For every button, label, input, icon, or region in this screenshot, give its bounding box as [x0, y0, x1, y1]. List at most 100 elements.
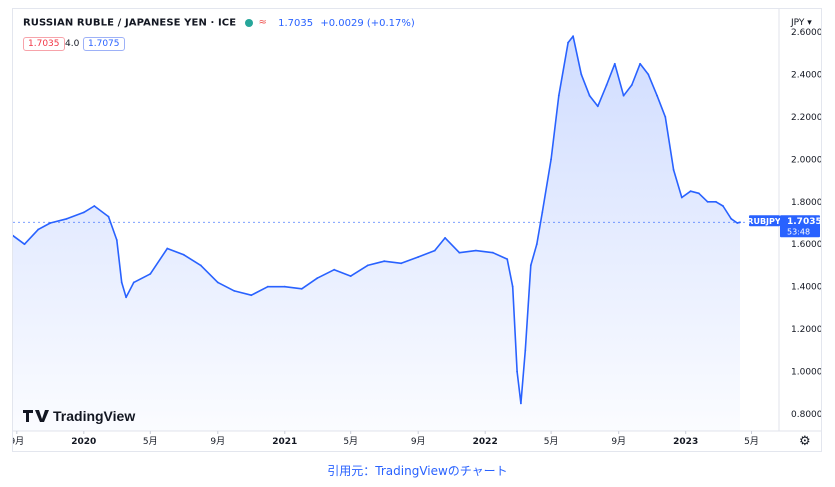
- data-point: [458, 251, 461, 254]
- x-tick-label: 5月: [143, 436, 158, 447]
- data-point: [383, 260, 386, 263]
- tradingview-logo[interactable]: TradingView: [23, 408, 135, 424]
- x-tick-label: 2023: [673, 437, 698, 447]
- data-point: [216, 281, 219, 284]
- data-point: [349, 275, 352, 277]
- data-point: [613, 62, 616, 65]
- data-point: [715, 200, 717, 203]
- data-point: [13, 234, 14, 237]
- data-point: [65, 217, 68, 220]
- data-point: [596, 105, 599, 108]
- data-point: [316, 277, 319, 280]
- currency-dropdown[interactable]: JPY ▾: [791, 18, 812, 28]
- settings-icon[interactable]: ⚙: [799, 434, 811, 449]
- data-point: [605, 84, 608, 86]
- data-point: [233, 290, 236, 292]
- data-point: [366, 264, 369, 267]
- data-point: [680, 196, 683, 199]
- image-caption: 引用元：TradingViewのチャート: [327, 464, 508, 478]
- data-point: [520, 402, 522, 405]
- symbol-title: RUSSIAN RUBLE / JAPANESE YEN · ICE: [23, 17, 237, 29]
- market-status-icon: [245, 18, 254, 27]
- data-point: [199, 264, 202, 267]
- data-point: [300, 287, 303, 290]
- data-point: [567, 41, 569, 44]
- data-point: [541, 211, 544, 214]
- tradingview-logo-text: TradingView: [53, 408, 135, 424]
- data-point: [333, 268, 336, 271]
- y-tick-label: 1.6000: [791, 240, 821, 250]
- x-tick-label: 5月: [343, 436, 358, 447]
- x-tick-label: 5月: [544, 436, 559, 447]
- bar-countdown: 53:48: [787, 227, 810, 236]
- price-area-fill: [13, 36, 740, 431]
- x-tick-label: 9月: [411, 436, 426, 447]
- data-point: [37, 228, 40, 231]
- data-point: [23, 243, 26, 246]
- y-tick-label: 2.6000: [791, 28, 821, 38]
- x-tick-label: 5月: [744, 436, 759, 447]
- data-point: [706, 200, 709, 203]
- data-point: [506, 258, 509, 260]
- price-change: +0.0029 (+0.17%): [320, 17, 415, 29]
- bid-price[interactable]: 1.7035: [23, 37, 65, 51]
- spread-value: 4.0: [65, 39, 80, 49]
- data-point: [588, 94, 591, 97]
- y-tick-label: 2.4000: [791, 70, 821, 80]
- data-point: [492, 251, 494, 254]
- current-price-tag: [780, 215, 820, 238]
- data-point: [672, 169, 675, 171]
- x-tick-label: 2021: [272, 437, 297, 447]
- ticker-tag-label: RUBJPY: [747, 217, 781, 226]
- data-point: [529, 264, 532, 267]
- data-point: [557, 94, 560, 97]
- data-point: [400, 262, 403, 265]
- data-point: [283, 285, 286, 288]
- data-point: [166, 247, 169, 250]
- data-point: [630, 84, 633, 86]
- data-point: [107, 215, 110, 218]
- data-point: [93, 205, 96, 207]
- data-point: [250, 294, 253, 297]
- y-tick-label: 2.2000: [791, 113, 821, 123]
- data-point: [149, 273, 152, 275]
- data-point: [647, 73, 650, 76]
- data-point: [417, 256, 420, 258]
- data-point: [511, 285, 514, 288]
- data-point: [722, 205, 724, 207]
- data-point: [120, 281, 123, 284]
- data-point: [639, 62, 641, 65]
- data-point: [572, 35, 574, 38]
- data-point: [266, 285, 269, 288]
- data-point: [516, 370, 518, 373]
- x-tick-label: 2022: [473, 437, 498, 447]
- data-point: [656, 94, 658, 97]
- y-tick-label: 2.0000: [791, 155, 821, 165]
- data-point: [444, 237, 446, 239]
- x-tick-label: 2020: [71, 437, 96, 447]
- data-point: [580, 73, 583, 76]
- chart-frame: 0.8000 1.0000 1.2000 1.4000 1.6000 1.8000 2.00…: [12, 8, 822, 452]
- y-tick-label: 1.4000: [791, 283, 821, 293]
- data-point: [475, 249, 477, 252]
- symbol-header: RUSSIAN RUBLE / JAPANESE YEN · ICE ≈ 1.7…: [23, 17, 415, 29]
- x-tick-label: 9月: [210, 436, 225, 447]
- data-point: [550, 158, 552, 161]
- ask-price[interactable]: 1.7075: [83, 37, 125, 51]
- x-tick-label: 9月: [13, 436, 24, 447]
- price-chart[interactable]: 0.8000 1.0000 1.2000 1.4000 1.6000 1.8000 2.00…: [13, 9, 821, 451]
- y-tick-label: 0.8000: [791, 410, 821, 420]
- data-point: [697, 192, 700, 195]
- data-point: [125, 296, 127, 299]
- data-point: [115, 239, 118, 241]
- y-tick-label: 1.2000: [791, 325, 821, 335]
- data-point: [433, 249, 436, 252]
- data-point: [132, 281, 135, 284]
- data-point: [622, 94, 625, 97]
- data-point: [730, 217, 733, 220]
- data-point: [82, 211, 85, 214]
- y-tick-label: 1.0000: [791, 368, 821, 378]
- ticker-tag: [749, 215, 780, 227]
- current-price-label: 1.7035: [787, 217, 821, 227]
- data-point: [524, 349, 527, 352]
